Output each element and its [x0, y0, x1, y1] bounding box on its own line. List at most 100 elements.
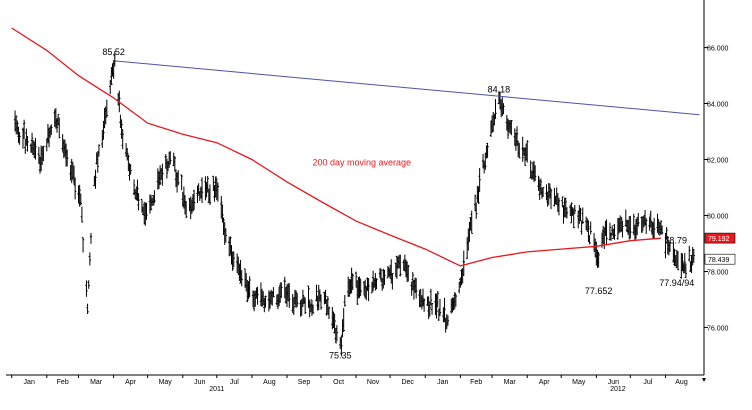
price-bar	[165, 158, 169, 179]
price-bar	[294, 290, 298, 308]
y-tick-label: 82.000	[707, 158, 729, 165]
price-bar	[477, 186, 480, 204]
price-bar	[589, 221, 592, 235]
price-bar	[311, 304, 315, 314]
price-bar	[50, 124, 53, 135]
moving-average-line	[11, 27, 661, 267]
price-bar	[422, 298, 426, 312]
price-bar	[676, 250, 680, 271]
x-tick-label: Mar	[90, 379, 103, 386]
price-bar	[221, 204, 224, 223]
price-bar	[640, 216, 643, 233]
price-bar	[637, 212, 640, 227]
price-bar	[529, 160, 532, 179]
price-bar	[200, 177, 204, 204]
axis-labels: 76.000 78.000 80.000 82.000 84.000 86.000 Jan F…	[11, 46, 729, 393]
price-bar	[256, 286, 259, 305]
price-bar	[356, 280, 359, 305]
price-bar	[581, 207, 584, 224]
price-bar	[102, 120, 105, 140]
price-bar	[283, 276, 286, 299]
price-bar	[597, 251, 600, 268]
price-bar	[688, 245, 691, 262]
price-bar	[659, 220, 663, 235]
price-bar	[58, 117, 61, 139]
price-bar	[224, 228, 228, 243]
price-bar	[152, 195, 155, 206]
price-bar	[473, 194, 477, 212]
price-bar	[324, 289, 327, 304]
price-bar	[681, 253, 684, 272]
price-bar	[216, 182, 220, 202]
price-bar	[246, 279, 249, 303]
annotations: 85.52 84.18 75.35 77.652 77.94/94 78.79 200 da…	[102, 47, 736, 361]
price-bar	[192, 189, 196, 210]
price-bar	[85, 280, 88, 297]
price-bar	[120, 119, 123, 139]
price-bar	[153, 190, 156, 204]
price-bars	[13, 51, 695, 357]
y-tick-label: 86.000	[707, 46, 729, 53]
price-bar	[454, 294, 458, 307]
price-bar	[319, 294, 323, 310]
x-tick-label: Jun	[608, 379, 619, 386]
y-tick-label: 80.000	[707, 214, 729, 221]
price-bar	[105, 99, 109, 118]
price-bar	[222, 217, 225, 236]
price-bar	[80, 206, 84, 223]
price-bar	[177, 170, 180, 186]
price-bar	[629, 215, 632, 239]
price-bar	[87, 280, 90, 289]
price-bar	[22, 119, 26, 139]
annotation-label: 84.18	[488, 85, 511, 95]
price-bar	[333, 313, 336, 334]
price-bar	[386, 266, 390, 279]
price-bar	[231, 251, 234, 271]
x-axis-arrow-icon	[702, 378, 706, 382]
price-bar	[303, 297, 307, 315]
price-bar	[428, 301, 431, 317]
x-tick-label: Nov	[367, 379, 380, 386]
lines	[11, 27, 700, 267]
price-bar	[605, 219, 608, 245]
price-bar	[429, 288, 433, 306]
price-bar	[212, 175, 215, 192]
price-bar	[208, 184, 212, 205]
price-box	[704, 253, 736, 265]
price-bar	[327, 306, 331, 320]
price-bar	[73, 177, 77, 200]
price-bar	[240, 270, 243, 287]
price-bar	[136, 179, 139, 202]
price-bar	[191, 193, 195, 212]
price-bar	[26, 136, 29, 152]
price-bar	[30, 132, 34, 153]
x-tick-label: Jun	[194, 379, 205, 386]
price-bar	[288, 283, 291, 308]
price-bar	[515, 126, 519, 146]
price-bar	[280, 282, 283, 298]
year-label: 2011	[209, 386, 224, 393]
price-bar	[18, 131, 21, 145]
price-bar	[632, 213, 635, 235]
price-bar	[65, 149, 69, 167]
price-bar	[391, 272, 394, 290]
price-bar	[523, 147, 527, 166]
price-bar	[549, 188, 553, 210]
price-bar	[16, 120, 19, 135]
price-bar	[526, 140, 529, 163]
price-bar	[621, 220, 624, 238]
y-tick-label: 78.000	[707, 270, 729, 277]
price-bar	[613, 224, 616, 240]
price-bar	[587, 220, 590, 242]
price-bar	[343, 295, 346, 307]
price-bar	[206, 176, 209, 193]
price-bar	[113, 51, 116, 67]
price-bar	[660, 225, 664, 235]
price-bar	[129, 164, 132, 175]
price-bar	[533, 165, 537, 182]
price-bar	[229, 236, 232, 255]
price-bar	[220, 195, 223, 219]
price-bar	[573, 204, 577, 214]
